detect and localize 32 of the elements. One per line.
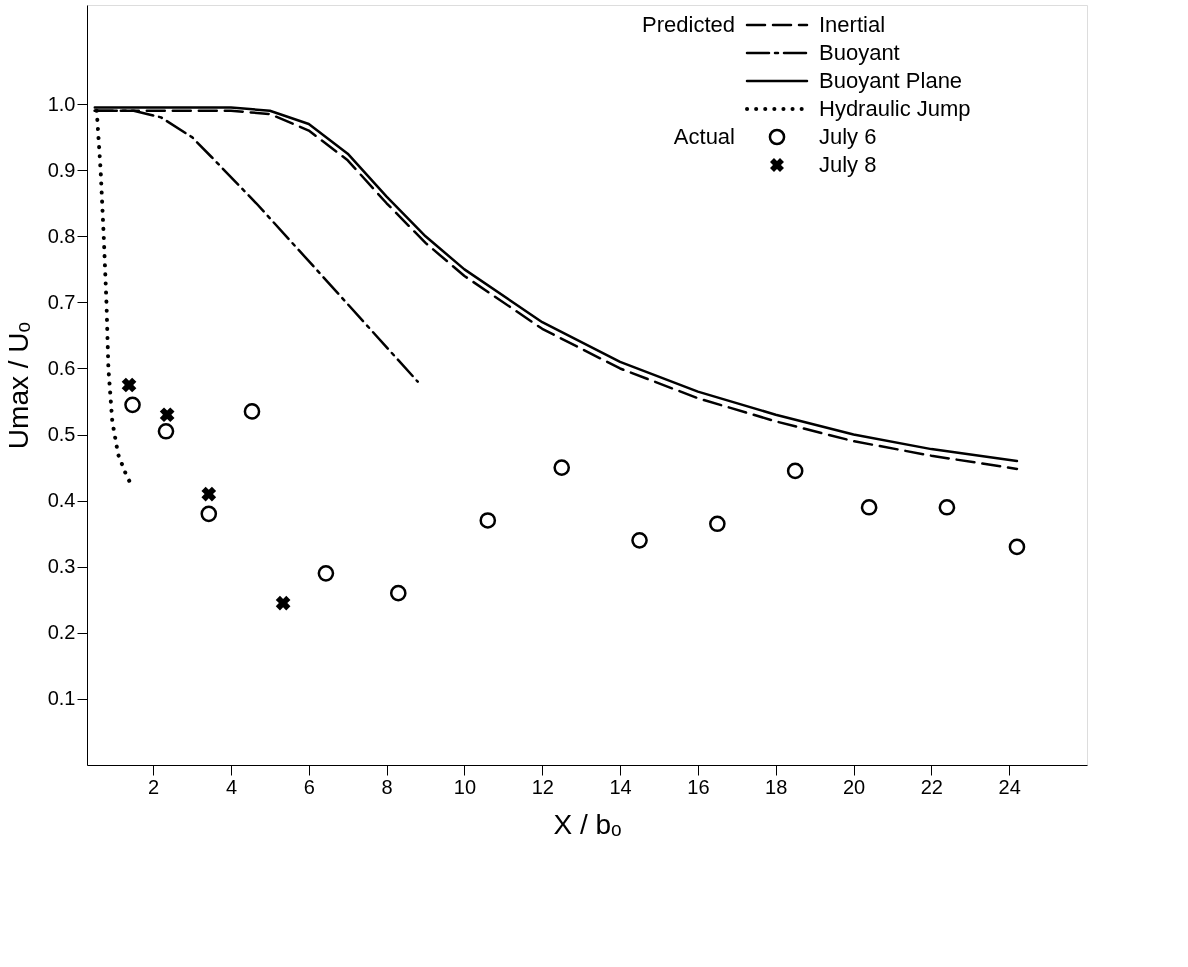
y-tick-label: 0.2 [47, 621, 76, 644]
x-tick-label: 14 [609, 775, 632, 798]
x-tick-label: 10 [453, 775, 477, 798]
x-tick-label: 6 [303, 775, 315, 798]
y-tick-label: 0.8 [47, 224, 76, 247]
y-axis-title: Umax / Uₒ [2, 321, 34, 450]
x-tick-label: 16 [687, 775, 710, 798]
x-tick-label: 12 [531, 775, 554, 798]
y-tick-label: 0.5 [47, 423, 76, 446]
x-tick-label: 4 [225, 775, 238, 798]
x-tick-label: 8 [381, 775, 393, 798]
x-axis-title: X / bₒ [553, 808, 622, 840]
x-tick-label: 2 [148, 775, 160, 798]
annotation: Predicted [642, 12, 735, 37]
annotation: Actual [673, 124, 735, 149]
legend-label: July 6 [819, 124, 877, 149]
legend-label: Hydraulic Jump [819, 96, 971, 121]
y-tick-label: 0.7 [47, 290, 76, 313]
y-tick-label: 0.1 [47, 687, 76, 710]
y-tick-label: 0.6 [47, 356, 76, 379]
legend-label: Buoyant Plane [819, 68, 963, 93]
y-tick-label: 0.3 [47, 555, 76, 578]
y-tick-label: 0.9 [47, 158, 76, 181]
y-tick-label: 1.0 [47, 92, 76, 115]
x-tick-label: 20 [842, 775, 866, 798]
y-tick-label: 0.4 [47, 489, 76, 512]
x-tick-label: 22 [920, 775, 943, 798]
legend-label: Buoyant [819, 40, 900, 65]
legend-label: July 8 [819, 152, 877, 177]
x-tick-label: 24 [998, 775, 1021, 798]
x-tick-label: 18 [765, 775, 788, 798]
legend-label: Inertial [819, 12, 886, 37]
